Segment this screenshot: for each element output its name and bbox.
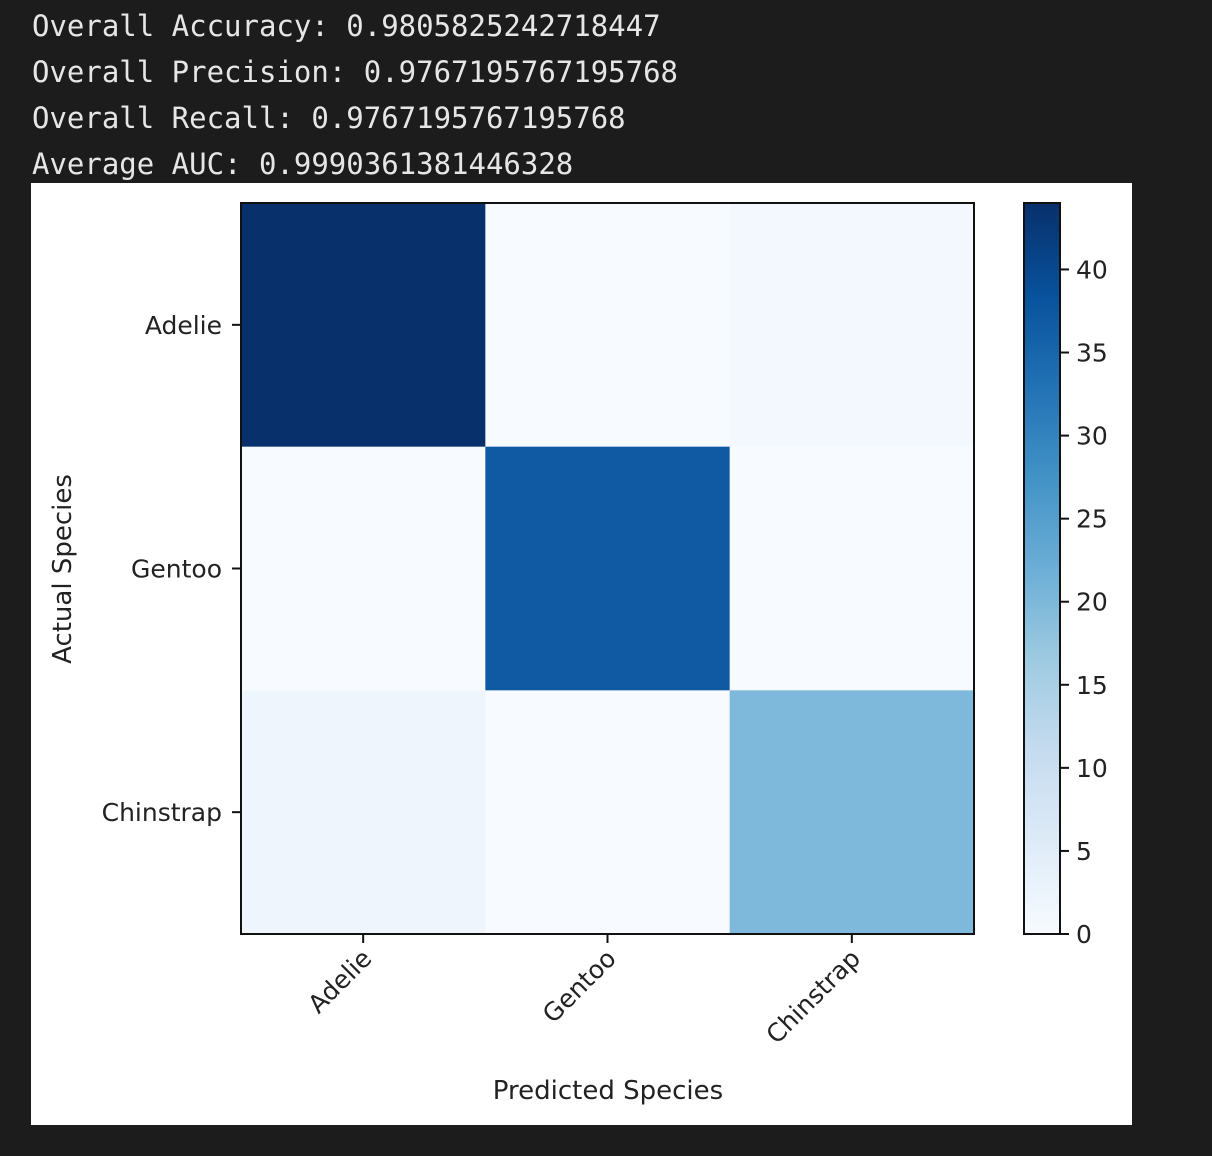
colorbar-tick-label: 30	[1076, 422, 1108, 451]
colorbar-tick-label: 0	[1076, 920, 1092, 949]
cell-output: Overall Accuracy: 0.9805825242718447 Ove…	[32, 0, 678, 184]
y-tick-label-adelie: Adelie	[145, 311, 222, 340]
colorbar	[1023, 202, 1061, 935]
y-tick-label-chinstrap: Chinstrap	[102, 798, 222, 827]
colorbar-tick-label: 40	[1076, 255, 1108, 284]
y-tick-label-gentoo: Gentoo	[131, 555, 222, 584]
heatmap-cell-gentoo-gentoo	[485, 446, 731, 691]
confusion-matrix-figure: Adelie Gentoo Chinstrap Adelie Gentoo Chinst…	[31, 183, 1132, 1125]
x-tick-label-gentoo: Gentoo	[537, 944, 622, 1029]
x-tick-label-chinstrap: Chinstrap	[760, 944, 866, 1050]
colorbar-tick-label: 25	[1076, 505, 1108, 534]
colorbar-tick-label: 20	[1076, 588, 1108, 617]
colorbar-tick-label: 15	[1076, 671, 1108, 700]
colorbar-tick-label: 10	[1076, 754, 1108, 783]
colorbar-tick-label: 35	[1076, 339, 1108, 368]
x-axis-title: Predicted Species	[493, 1076, 723, 1106]
heatmap-cell-chinstrap-gentoo	[485, 690, 731, 935]
heatmap-cell-gentoo-adelie	[241, 446, 486, 691]
heatmap-cell-adelie-chinstrap	[729, 203, 975, 448]
heatmap-cell-adelie-adelie	[241, 203, 486, 448]
heatmap-cell-adelie-gentoo	[485, 203, 731, 448]
auc-line: Average AUC: 0.9990361381446328	[32, 147, 574, 181]
x-tick-label-adelie: Adelie	[302, 944, 377, 1019]
recall-line: Overall Recall: 0.9767195767195768	[32, 101, 626, 135]
precision-line: Overall Precision: 0.9767195767195768	[32, 55, 679, 89]
confusion-matrix-chart: Adelie Gentoo Chinstrap Adelie Gentoo Chinst…	[48, 202, 1108, 1106]
heatmap-cell-gentoo-chinstrap	[729, 446, 975, 691]
heatmap-cell-chinstrap-chinstrap	[729, 690, 975, 935]
colorbar-tick-label: 5	[1076, 837, 1092, 866]
accuracy-line: Overall Accuracy: 0.9805825242718447	[32, 9, 661, 43]
y-axis-title: Actual Species	[48, 474, 78, 664]
heatmap-cell-chinstrap-adelie	[241, 690, 486, 935]
